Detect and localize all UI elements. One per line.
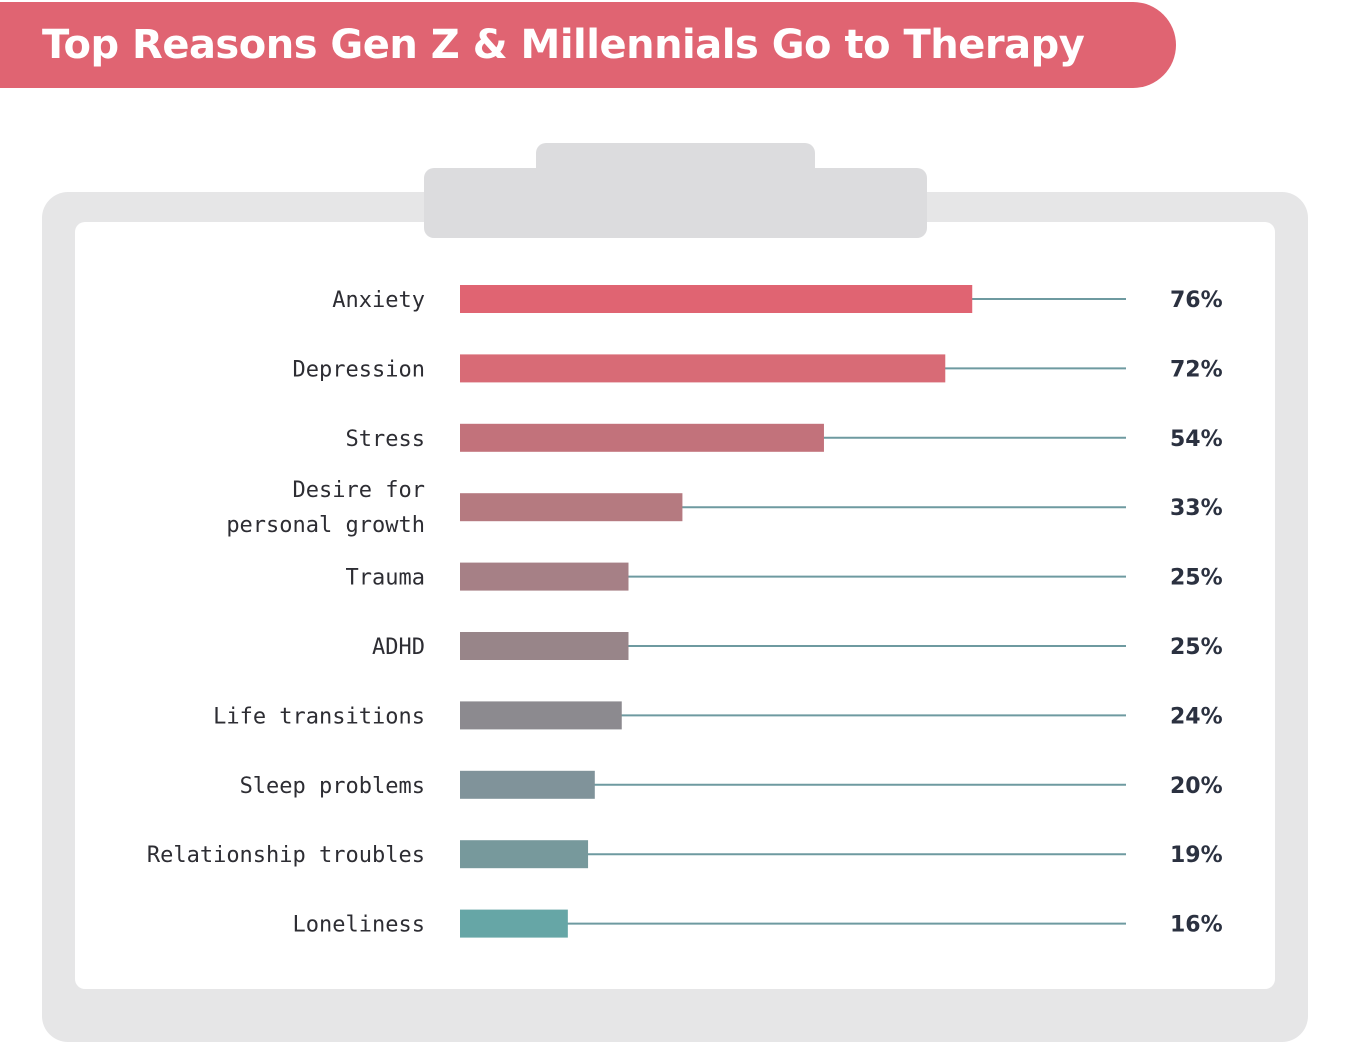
bar bbox=[460, 909, 568, 938]
category-label: Life transitions bbox=[213, 704, 425, 729]
value-label: 25% bbox=[1170, 635, 1223, 660]
category-label: Desire for personal growth bbox=[226, 478, 425, 538]
value-label: 33% bbox=[1170, 496, 1223, 521]
category-label: Anxiety bbox=[332, 288, 425, 313]
bar bbox=[460, 632, 629, 660]
category-label: Loneliness bbox=[293, 913, 425, 938]
value-label: 24% bbox=[1170, 704, 1223, 729]
bar bbox=[460, 493, 683, 522]
value-label: 76% bbox=[1170, 288, 1223, 313]
category-label-line: Desire for bbox=[293, 478, 425, 503]
bar bbox=[460, 285, 973, 313]
bar bbox=[460, 840, 589, 869]
bar bbox=[460, 423, 824, 452]
category-label-line: personal growth bbox=[226, 513, 425, 538]
category-label: ADHD bbox=[372, 635, 425, 660]
chart-title: Top Reasons Gen Z & Millennials Go to Th… bbox=[42, 22, 1085, 68]
clipboard-clip bbox=[424, 168, 927, 238]
category-label: Stress bbox=[346, 427, 425, 452]
value-label: 54% bbox=[1170, 427, 1223, 452]
bar bbox=[460, 354, 946, 383]
title-banner: Top Reasons Gen Z & Millennials Go to Th… bbox=[0, 2, 1176, 88]
value-label: 16% bbox=[1170, 913, 1223, 938]
value-label: 25% bbox=[1170, 566, 1223, 591]
clipboard-paper bbox=[75, 222, 1275, 989]
bar bbox=[460, 562, 629, 591]
value-label: 20% bbox=[1170, 774, 1223, 799]
category-label: Trauma bbox=[346, 566, 425, 591]
bar bbox=[460, 770, 595, 799]
bar bbox=[460, 701, 622, 730]
bar-chart: Anxiety 76% Depression 72% Stress 54% Desire f… bbox=[147, 285, 1223, 938]
value-label: 19% bbox=[1170, 843, 1223, 868]
category-label: Depression bbox=[293, 357, 425, 382]
category-label: Sleep problems bbox=[240, 774, 425, 799]
category-label: Relationship troubles bbox=[147, 843, 425, 868]
value-label: 72% bbox=[1170, 357, 1223, 382]
